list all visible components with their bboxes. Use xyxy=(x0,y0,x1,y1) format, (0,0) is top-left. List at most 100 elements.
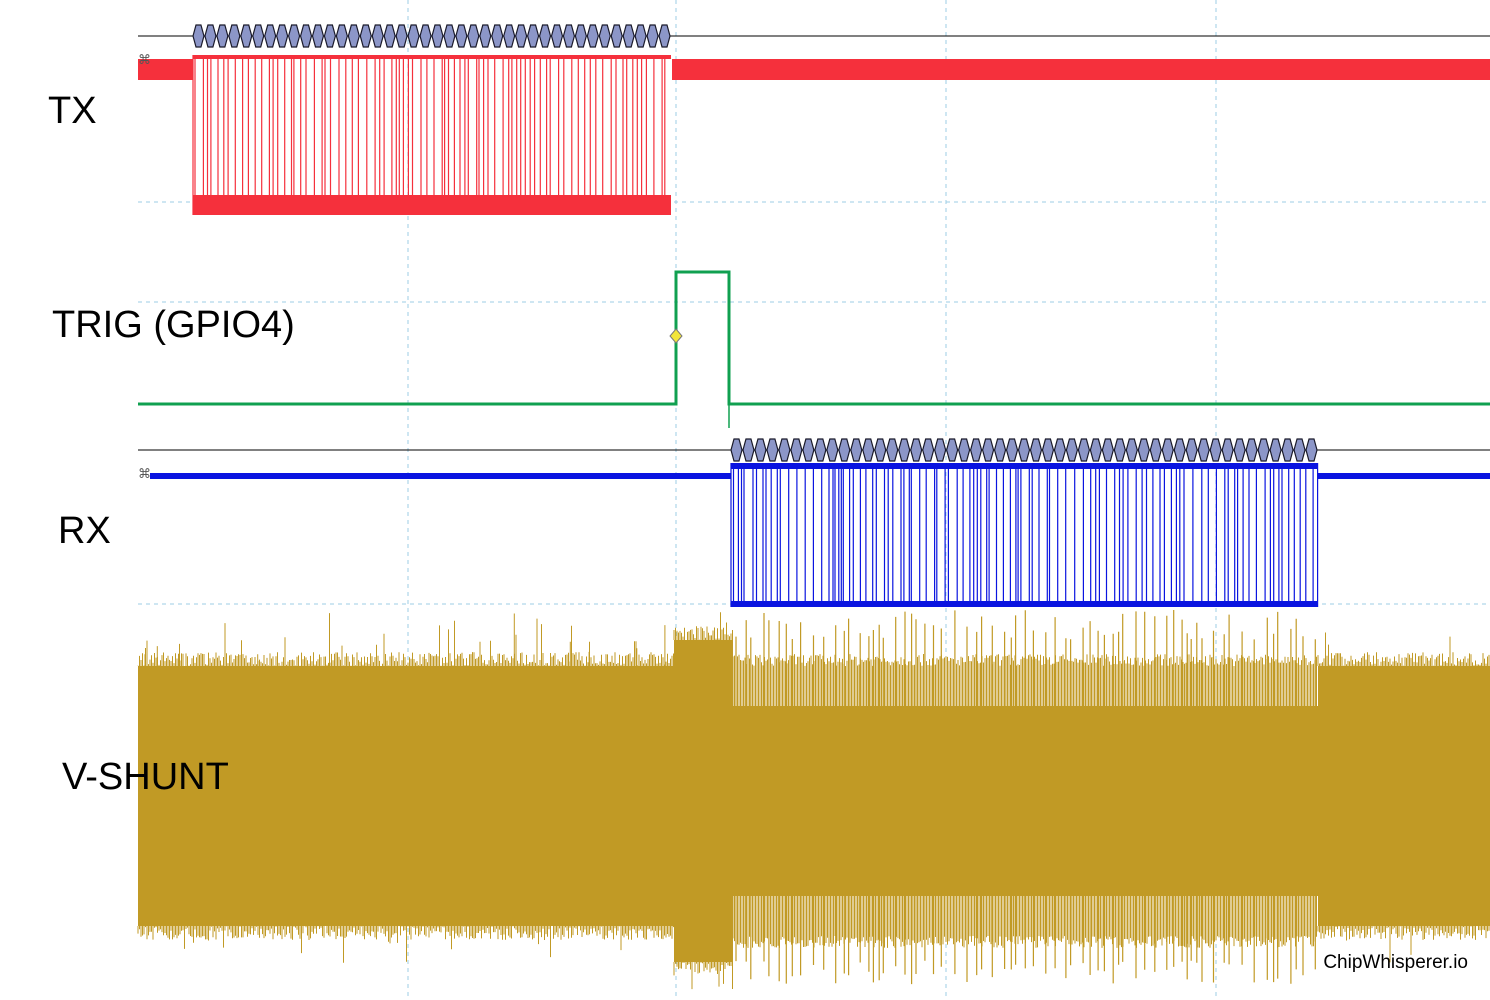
decode-packet xyxy=(898,438,911,462)
decode-packet xyxy=(228,24,241,48)
decode-packet xyxy=(1269,438,1282,462)
trigger-point-marker-icon xyxy=(669,328,683,344)
decode-packet xyxy=(1089,438,1102,462)
decode-packet xyxy=(562,24,576,48)
tx-ground-marker: ⌘ xyxy=(138,53,151,68)
vshunt-channel-trace xyxy=(137,610,1490,990)
decode-packet xyxy=(850,438,863,462)
decode-packet xyxy=(574,24,587,48)
decode-packet xyxy=(371,24,384,48)
decode-packet xyxy=(276,24,289,48)
decode-packet xyxy=(299,24,313,48)
decode-packet xyxy=(1005,438,1019,462)
decode-packet xyxy=(1113,438,1126,462)
decode-packet xyxy=(1305,438,1318,462)
decode-packet xyxy=(204,24,217,48)
rx-channel-trace: ⌘ xyxy=(138,438,1490,607)
decode-packet xyxy=(1233,438,1246,462)
decode-packet xyxy=(1185,438,1198,462)
rx-burst-edges xyxy=(730,463,1319,607)
decode-packet xyxy=(646,24,659,48)
decode-packet xyxy=(826,438,839,462)
decode-packet xyxy=(742,438,755,462)
vshunt-envelope-idle-noise xyxy=(137,618,674,963)
decode-packet xyxy=(1053,438,1067,462)
channel-label-rx: RX xyxy=(58,510,111,552)
decode-packet xyxy=(634,24,647,48)
tx-decode-bar xyxy=(192,24,671,48)
tx-low-level xyxy=(193,195,671,215)
vshunt-activity-spikes xyxy=(735,610,1316,985)
decode-packet xyxy=(610,24,623,48)
decode-packet xyxy=(443,24,456,48)
decode-packet xyxy=(910,438,923,462)
decode-packet xyxy=(874,438,887,462)
decode-packet xyxy=(1077,438,1091,462)
decode-packet xyxy=(586,24,599,48)
decode-packet xyxy=(1137,438,1150,462)
vshunt-envelope-trigger-noise xyxy=(673,612,733,990)
decode-packet xyxy=(503,24,516,48)
decode-packet xyxy=(814,438,827,462)
watermark-text: ChipWhisperer.io xyxy=(1323,952,1468,973)
decode-packet xyxy=(1173,438,1186,462)
vshunt-envelope-trigger xyxy=(674,640,733,962)
decode-packet xyxy=(790,438,803,462)
decode-packet xyxy=(287,24,301,48)
decode-packet xyxy=(323,24,337,48)
decode-packet xyxy=(886,438,899,462)
decode-packet xyxy=(1257,438,1270,462)
decode-packet xyxy=(1149,438,1162,462)
decode-packet xyxy=(754,438,767,462)
decode-packet xyxy=(802,438,815,462)
tx-channel-trace: ⌘ xyxy=(138,24,1490,215)
decode-packet xyxy=(383,24,396,48)
decode-packet xyxy=(347,24,360,48)
decode-packet xyxy=(335,24,348,48)
tx-high-level xyxy=(193,55,671,59)
decode-packet xyxy=(1245,438,1258,462)
decode-packet xyxy=(1221,438,1234,462)
decode-packet xyxy=(491,24,504,48)
decode-packet xyxy=(311,24,325,48)
decode-packet xyxy=(1293,438,1306,462)
decode-packet xyxy=(1101,438,1114,462)
decode-packet xyxy=(216,24,229,48)
decode-packet xyxy=(934,438,947,462)
decode-packet xyxy=(1281,438,1294,462)
vshunt-envelope-idle xyxy=(138,666,674,926)
decode-packet xyxy=(479,24,492,48)
decode-packet xyxy=(419,24,432,48)
trig-pulse xyxy=(138,270,1490,406)
rx-low-level xyxy=(731,601,1318,607)
decode-packet xyxy=(431,24,444,48)
decode-packet xyxy=(1065,438,1079,462)
decode-packet xyxy=(922,438,935,462)
decode-packet xyxy=(993,438,1007,462)
decode-packet xyxy=(455,24,468,48)
decode-packet xyxy=(1125,438,1138,462)
decode-packet xyxy=(467,24,480,48)
decode-packet xyxy=(862,438,875,462)
vshunt-envelope-active xyxy=(733,706,1318,896)
decode-packet xyxy=(622,24,635,48)
tx-idle-segment xyxy=(138,59,193,80)
vshunt-envelope-idle-noise xyxy=(1317,632,1490,963)
decode-packet xyxy=(1017,438,1031,462)
decode-packet xyxy=(264,24,277,48)
decode-packet xyxy=(538,24,552,48)
decode-packet xyxy=(969,438,983,462)
rx-high-level xyxy=(731,463,1318,469)
decode-packet xyxy=(550,24,564,48)
decode-packet xyxy=(838,438,851,462)
decode-packet xyxy=(192,24,205,48)
rx-ground-marker: ⌘ xyxy=(138,467,151,482)
tx-burst-edges xyxy=(192,55,666,215)
decode-packet xyxy=(778,438,791,462)
decode-packet xyxy=(730,438,743,462)
rx-idle-segment xyxy=(1318,473,1490,479)
decode-packet xyxy=(407,24,420,48)
channel-label-tx: TX xyxy=(48,90,97,132)
decode-packet xyxy=(395,24,408,48)
